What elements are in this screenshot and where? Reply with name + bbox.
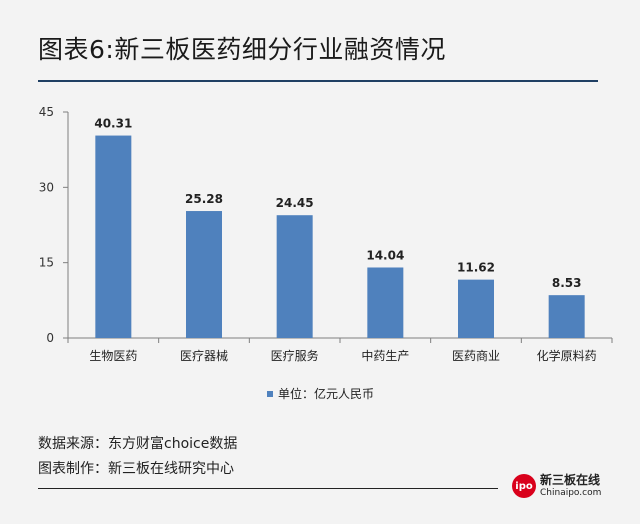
logo-url: Chinaipo.com: [540, 487, 602, 498]
bar: [276, 215, 313, 338]
bar-value-label: 24.45: [276, 196, 314, 210]
category-label: 中药生产: [361, 348, 409, 363]
brand-logo: ipo 新三板在线 Chinaipo.com: [512, 473, 602, 499]
legend-swatch: [267, 390, 273, 397]
chart-title: 图表6:新三板医药细分行业融资情况: [38, 35, 446, 64]
chart-maker-note: 图表制作：新三板在线研究中心: [38, 461, 234, 477]
y-tick-label: 15: [39, 256, 54, 270]
category-label: 医药商业: [452, 348, 500, 363]
title-divider: [38, 80, 598, 82]
legend: 单位：亿元人民币: [267, 385, 374, 402]
bar-value-label: 11.62: [457, 261, 495, 275]
category-label: 生物医药: [89, 349, 137, 363]
bar-value-label: 40.31: [94, 117, 132, 131]
legend-label: 单位：亿元人民币: [278, 387, 375, 401]
category-label: 化学原料药: [537, 348, 597, 363]
category-label: 医疗服务: [271, 348, 319, 363]
data-source-note: 数据来源：东方财富choice数据: [38, 436, 238, 452]
bar: [95, 135, 132, 338]
bar: [458, 279, 494, 338]
logo-name: 新三板在线: [540, 473, 601, 487]
bar: [186, 211, 222, 338]
bar-value-label: 25.28: [185, 192, 223, 206]
category-label: 医疗器械: [180, 348, 228, 363]
logo-badge: ipo: [512, 474, 536, 499]
bar-value-label: 8.53: [552, 276, 582, 290]
bar-value-label: 14.04: [366, 248, 404, 262]
footer-divider: [38, 488, 498, 489]
y-tick-label: 30: [39, 180, 54, 194]
bar: [367, 267, 404, 338]
bar: [548, 295, 585, 338]
y-tick-label: 45: [39, 105, 54, 119]
y-tick-label: 0: [46, 331, 54, 345]
